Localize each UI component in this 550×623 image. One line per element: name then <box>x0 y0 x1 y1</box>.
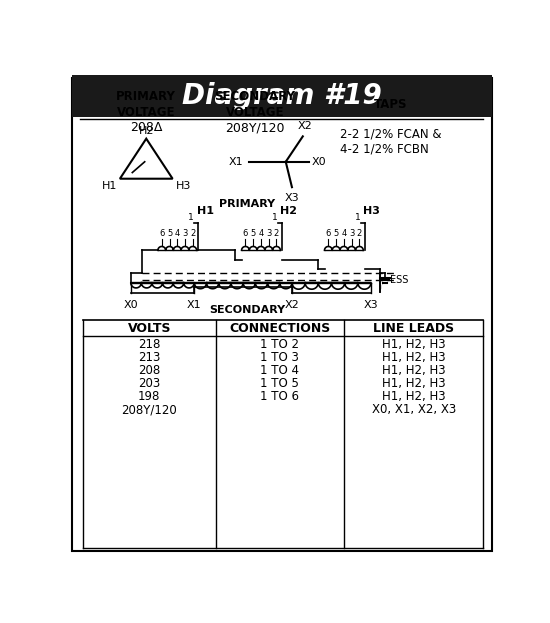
Text: 6: 6 <box>326 229 331 238</box>
Text: 208Y/120: 208Y/120 <box>122 403 177 416</box>
Text: 1: 1 <box>272 213 278 222</box>
Text: 203: 203 <box>138 377 161 390</box>
Text: 1 TO 5: 1 TO 5 <box>261 377 299 390</box>
Text: CONNECTIONS: CONNECTIONS <box>229 322 331 335</box>
Text: 208: 208 <box>138 364 161 377</box>
Text: 4: 4 <box>175 229 180 238</box>
Bar <box>72 75 492 117</box>
Text: H3: H3 <box>363 206 380 216</box>
Text: H1: H1 <box>197 206 213 216</box>
Text: 218: 218 <box>138 338 161 351</box>
Text: 5: 5 <box>251 229 256 238</box>
Text: X0: X0 <box>123 300 138 310</box>
Text: ESS: ESS <box>389 275 408 285</box>
Text: X2: X2 <box>284 300 299 310</box>
Text: H1, H2, H3: H1, H2, H3 <box>382 390 446 403</box>
Text: 208Δ: 208Δ <box>130 121 162 135</box>
Text: 2: 2 <box>274 229 279 238</box>
Text: 1: 1 <box>188 213 194 222</box>
Text: 6: 6 <box>243 229 248 238</box>
Text: 4: 4 <box>258 229 263 238</box>
Text: 2: 2 <box>190 229 195 238</box>
Text: 1 TO 2: 1 TO 2 <box>261 338 299 351</box>
Text: 3: 3 <box>182 229 188 238</box>
Text: X3: X3 <box>364 300 378 310</box>
Text: LINE LEADS: LINE LEADS <box>373 322 454 335</box>
Text: 3: 3 <box>349 229 354 238</box>
Text: 6: 6 <box>159 229 164 238</box>
Text: 4: 4 <box>341 229 346 238</box>
Text: X1: X1 <box>228 157 243 167</box>
Text: 3: 3 <box>266 229 271 238</box>
Text: 1 TO 4: 1 TO 4 <box>261 364 299 377</box>
Text: 1 TO 3: 1 TO 3 <box>261 351 299 364</box>
Text: 5: 5 <box>333 229 339 238</box>
Text: H1, H2, H3: H1, H2, H3 <box>382 338 446 351</box>
Text: H1, H2, H3: H1, H2, H3 <box>382 351 446 364</box>
Text: X3: X3 <box>285 193 299 202</box>
Text: TAPS: TAPS <box>373 98 407 112</box>
Text: X0: X0 <box>312 157 327 167</box>
Text: X1: X1 <box>187 300 202 310</box>
Text: PRIMARY: PRIMARY <box>219 199 275 209</box>
Text: H1: H1 <box>101 181 117 191</box>
Text: H3: H3 <box>175 181 191 191</box>
Text: Diagram #19: Diagram #19 <box>182 82 382 110</box>
Text: 198: 198 <box>138 390 161 403</box>
Text: 1 TO 6: 1 TO 6 <box>261 390 299 403</box>
Text: SECONDARY
VOLTAGE: SECONDARY VOLTAGE <box>214 90 295 119</box>
Text: PRIMARY
VOLTAGE: PRIMARY VOLTAGE <box>116 90 176 119</box>
Text: 1: 1 <box>355 213 361 222</box>
Text: H1, H2, H3: H1, H2, H3 <box>382 377 446 390</box>
Text: 2-2 1/2% FCAN &
4-2 1/2% FCBN: 2-2 1/2% FCAN & 4-2 1/2% FCBN <box>340 128 441 156</box>
Text: SECONDARY: SECONDARY <box>209 305 285 315</box>
Text: 2: 2 <box>357 229 362 238</box>
Text: 213: 213 <box>138 351 161 364</box>
Text: X0, X1, X2, X3: X0, X1, X2, X3 <box>371 403 456 416</box>
Text: H2: H2 <box>139 126 154 136</box>
Text: H2: H2 <box>280 206 298 216</box>
Text: 208Y/120: 208Y/120 <box>225 121 284 135</box>
Text: X2: X2 <box>298 121 312 131</box>
Text: 5: 5 <box>167 229 172 238</box>
Text: VOLTS: VOLTS <box>128 322 171 335</box>
Text: H1, H2, H3: H1, H2, H3 <box>382 364 446 377</box>
